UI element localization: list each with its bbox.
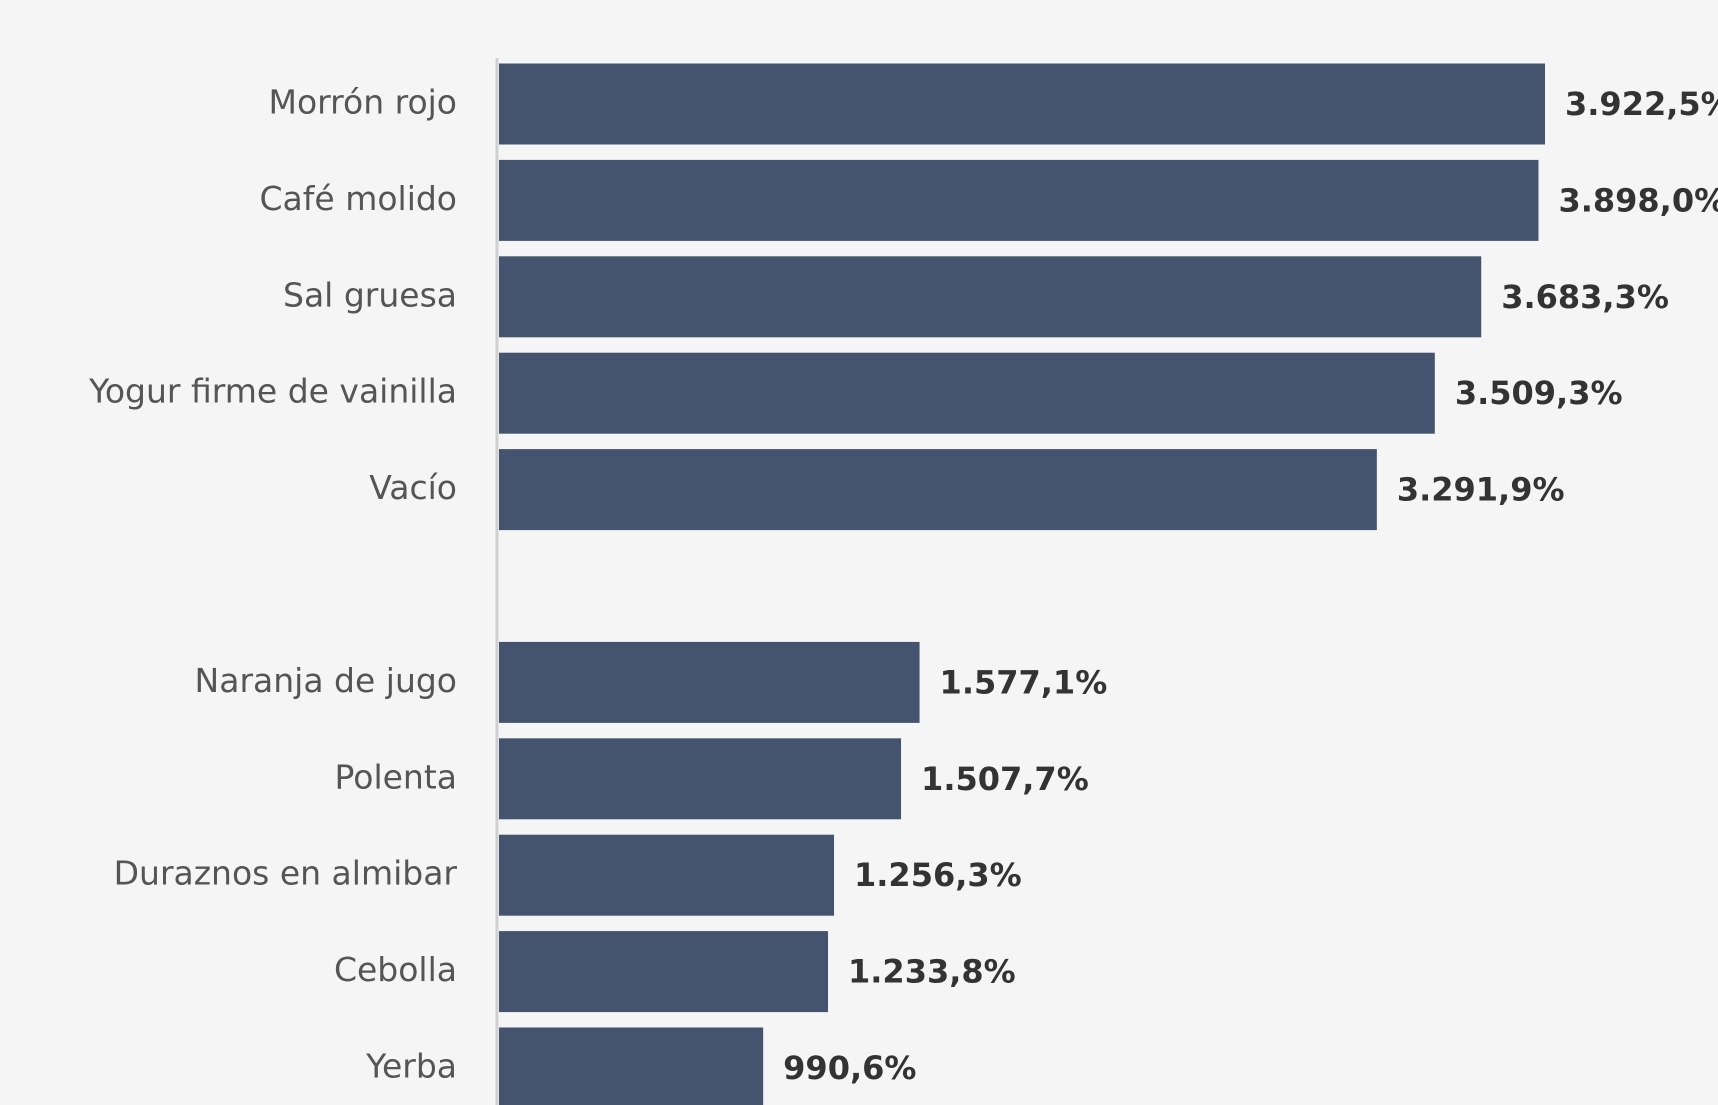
value-label: 1.507,7% <box>921 760 1089 798</box>
value-label: 990,6% <box>783 1049 916 1087</box>
bar <box>499 449 1377 531</box>
category-label: Café molido <box>260 179 457 218</box>
value-label: 1.233,8% <box>848 953 1016 991</box>
category-label: Sal gruesa <box>283 275 457 314</box>
category-label: Vacío <box>369 468 457 507</box>
category-label: Cebolla <box>334 950 457 989</box>
bar <box>499 159 1539 241</box>
category-label: Duraznos en almibar <box>114 854 458 893</box>
value-label: 1.256,3% <box>854 856 1022 894</box>
bar <box>499 63 1545 145</box>
value-label: 3.291,9% <box>1397 471 1565 509</box>
value-label: 3.898,0% <box>1558 181 1718 219</box>
value-label: 3.509,3% <box>1455 374 1623 412</box>
bar <box>499 931 829 1013</box>
category-label: Yogur firme de vainilla <box>88 372 457 411</box>
category-label: Morrón rojo <box>269 83 457 122</box>
bar <box>499 1027 764 1105</box>
bar <box>499 738 902 820</box>
value-label: 3.922,5% <box>1565 85 1718 123</box>
category-label: Polenta <box>335 757 457 796</box>
bar <box>499 352 1435 434</box>
value-label: 1.577,1% <box>940 663 1108 701</box>
bar <box>499 641 920 723</box>
value-label: 3.683,3% <box>1501 278 1669 316</box>
bar <box>499 256 1482 338</box>
category-label: Naranja de jugo <box>195 661 457 700</box>
bar <box>499 834 835 916</box>
category-label: Yerba <box>365 1047 457 1086</box>
